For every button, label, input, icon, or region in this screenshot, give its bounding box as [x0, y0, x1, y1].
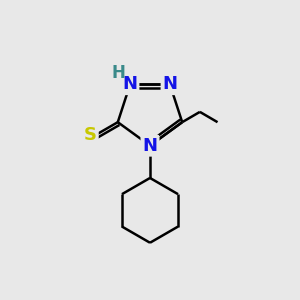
Text: N: N — [142, 136, 158, 154]
Text: N: N — [142, 136, 158, 154]
Text: S: S — [84, 126, 97, 144]
Text: H: H — [112, 64, 126, 82]
Text: N: N — [123, 75, 138, 93]
Text: N: N — [162, 75, 177, 93]
